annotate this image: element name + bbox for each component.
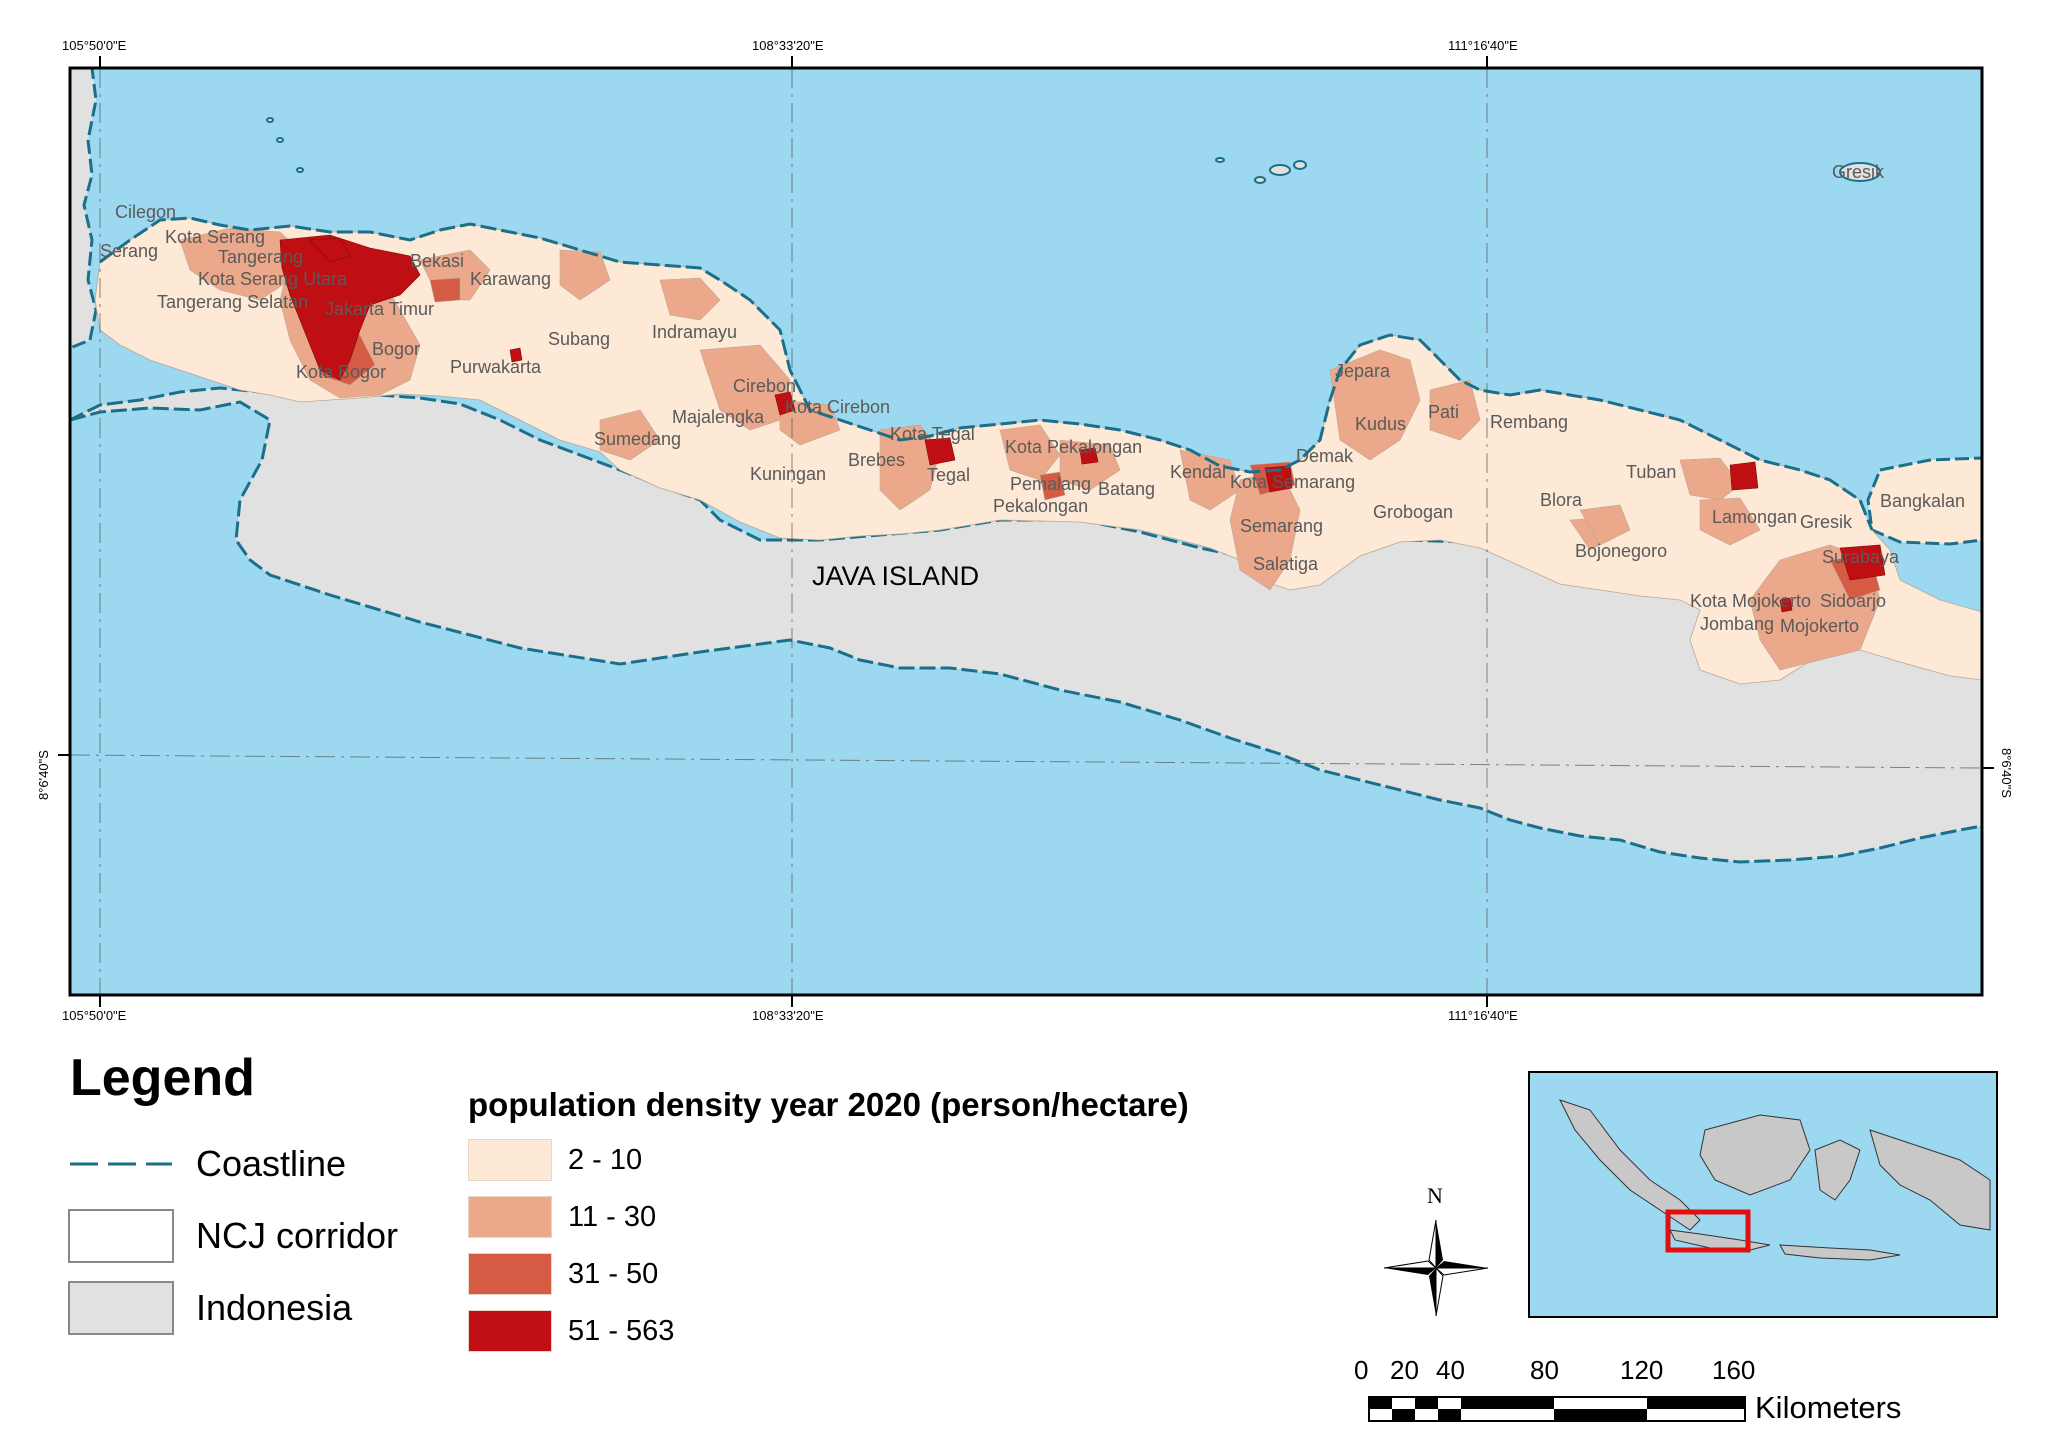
grid-label-top-2: 108°33'20"E bbox=[752, 38, 824, 53]
grid-label-bottom-3: 111°16'40"E bbox=[1448, 1008, 1518, 1023]
place-label: Sidoarjo bbox=[1820, 591, 1886, 611]
place-label: Rembang bbox=[1490, 412, 1568, 432]
place-label: Pati bbox=[1428, 402, 1459, 422]
grid-label-bottom-1: 105°50'0"E bbox=[62, 1008, 127, 1023]
legend-label: Indonesia bbox=[196, 1287, 353, 1328]
density-swatch bbox=[468, 1139, 552, 1181]
scale-unit: Kilometers bbox=[1755, 1390, 1902, 1425]
place-label: Semarang bbox=[1240, 516, 1323, 536]
density-class-3: 31 - 50 bbox=[468, 1252, 658, 1296]
place-label: Bojonegoro bbox=[1575, 541, 1667, 561]
inset-locator-map bbox=[1528, 1071, 1998, 1318]
place-label: Tangerang Selatan bbox=[157, 292, 308, 312]
legend-title: Legend bbox=[70, 1049, 255, 1107]
legend-item-ncj: NCJ corridor bbox=[68, 1208, 398, 1264]
density-swatch bbox=[468, 1253, 552, 1295]
place-label: Sumedang bbox=[594, 429, 681, 449]
place-label: Kendal bbox=[1170, 462, 1226, 482]
place-labels: Cilegon Kota Serang Serang Tangerang Kot… bbox=[100, 162, 1965, 636]
place-label: Purwakarta bbox=[450, 357, 542, 377]
scale-bar bbox=[1368, 1396, 1746, 1422]
place-label: Tangerang bbox=[218, 247, 303, 267]
density-label: 2 - 10 bbox=[568, 1143, 643, 1176]
coastline-dash-line-icon bbox=[68, 1137, 174, 1191]
place-label: Karawang bbox=[470, 269, 551, 289]
island-label: JAVA ISLAND bbox=[812, 561, 979, 591]
density-51-563-areas bbox=[279, 234, 1886, 613]
small-islands bbox=[266, 117, 1881, 184]
north-coastline bbox=[99, 216, 1874, 531]
scale-tick: 160 bbox=[1712, 1355, 1756, 1385]
place-label: Mojokerto bbox=[1780, 616, 1859, 636]
density-class-2: 11 - 30 bbox=[468, 1195, 656, 1239]
density-swatch bbox=[468, 1196, 552, 1238]
place-label: Kuningan bbox=[750, 464, 826, 484]
place-label: Pekalongan bbox=[993, 496, 1088, 516]
place-label: Jepara bbox=[1335, 361, 1391, 381]
scale-tick: 120 bbox=[1620, 1355, 1664, 1385]
place-label: Cilegon bbox=[115, 202, 176, 222]
place-label: Pemalang bbox=[1010, 474, 1091, 494]
grid-label-top-3: 111°16'40"E bbox=[1448, 38, 1518, 53]
place-label: Grobogan bbox=[1373, 502, 1453, 522]
place-label: Kota Cirebon bbox=[785, 397, 890, 417]
scale-tick: 80 bbox=[1530, 1355, 1559, 1385]
place-label: Tegal bbox=[927, 465, 970, 485]
place-label: Subang bbox=[548, 329, 610, 349]
north-arrow-icon bbox=[1383, 1219, 1489, 1317]
density-swatch bbox=[468, 1310, 552, 1352]
place-label: Demak bbox=[1296, 446, 1354, 466]
legend-label: NCJ corridor bbox=[196, 1215, 399, 1256]
legend-label: Coastline bbox=[196, 1143, 347, 1184]
place-label: Kota Serang Utara bbox=[198, 269, 348, 289]
place-label: Kota Tegal bbox=[890, 424, 975, 444]
place-label: Kota Serang bbox=[165, 227, 265, 247]
grey-box-icon bbox=[68, 1281, 174, 1335]
white-box-icon bbox=[68, 1209, 174, 1263]
place-label: Kota Pekalongan bbox=[1005, 437, 1142, 457]
legend-item-coastline: Coastline bbox=[68, 1136, 346, 1192]
place-label: Surabaya bbox=[1822, 547, 1900, 567]
place-label: Brebes bbox=[848, 450, 905, 470]
place-label: Bekasi bbox=[410, 251, 464, 271]
place-label: Salatiga bbox=[1253, 554, 1319, 574]
north-arrow-label: N bbox=[1427, 1183, 1443, 1208]
place-label: Kudus bbox=[1355, 414, 1406, 434]
place-label: Jombang bbox=[1700, 614, 1774, 634]
density-label: 31 - 50 bbox=[568, 1257, 659, 1290]
place-label: Indramayu bbox=[652, 322, 737, 342]
density-label: 11 - 30 bbox=[568, 1200, 657, 1233]
place-label: Cirebon bbox=[733, 376, 796, 396]
graticule bbox=[70, 68, 1982, 995]
place-label: Batang bbox=[1098, 479, 1155, 499]
place-label: Bangkalan bbox=[1880, 491, 1965, 511]
density-legend-title: population density year 2020 (person/hec… bbox=[468, 1086, 1189, 1123]
scale-tick: 20 bbox=[1390, 1355, 1419, 1385]
place-label: Kota Semarang bbox=[1230, 472, 1355, 492]
place-label: Tuban bbox=[1626, 462, 1676, 482]
density-class-4: 51 - 563 bbox=[468, 1309, 674, 1353]
place-label: Bogor bbox=[372, 339, 420, 359]
madura-land bbox=[1866, 456, 1982, 546]
density-class-1: 2 - 10 bbox=[468, 1138, 642, 1182]
sumatra-land bbox=[70, 68, 98, 350]
map-frame bbox=[68, 66, 1984, 997]
place-label: Gresik bbox=[1800, 512, 1853, 532]
place-label: Kota Bogor bbox=[296, 362, 386, 382]
legend-item-indonesia: Indonesia bbox=[68, 1280, 352, 1336]
place-label: Serang bbox=[100, 241, 158, 261]
place-label: Gresik bbox=[1832, 162, 1885, 182]
inset-highlight-box bbox=[1665, 1209, 1751, 1253]
scale-tick: 40 bbox=[1436, 1355, 1465, 1385]
scale-tick: 0 bbox=[1354, 1355, 1369, 1385]
place-label: Blora bbox=[1540, 490, 1583, 510]
density-label: 51 - 563 bbox=[568, 1314, 675, 1347]
place-label: Lamongan bbox=[1712, 507, 1797, 527]
grid-label-top-1: 105°50'0"E bbox=[62, 38, 127, 53]
place-label: Majalengka bbox=[672, 407, 765, 427]
place-label: Kota Mojokerto bbox=[1690, 591, 1811, 611]
place-label: Jakarta Timur bbox=[325, 299, 434, 319]
grid-label-bottom-2: 108°33'20"E bbox=[752, 1008, 824, 1023]
